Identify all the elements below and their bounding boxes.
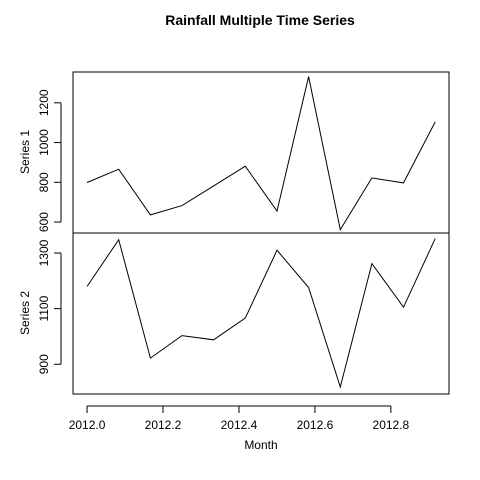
panel-series-1: Series 1 600 800 1000 1200	[18, 71, 450, 234]
x-axis: 2012.0 2012.2 2012.4 2012.6 2012.8	[69, 405, 410, 432]
series-1-y-tick-label: 800	[37, 172, 51, 192]
panel-series-1-frame	[72, 71, 450, 234]
x-tick-label: 2012.6	[297, 418, 334, 432]
x-tick-label: 2012.8	[373, 418, 410, 432]
x-tick-label: 2012.0	[69, 418, 106, 432]
series-1-y-tick-label: 1000	[37, 129, 51, 156]
series-2-y-tick-label: 900	[37, 354, 51, 374]
series-1-y-tick-label: 1200	[37, 89, 51, 116]
series-1-y-tick-label: 600	[37, 212, 51, 232]
series-2-y-axis: 900 1100 1300	[37, 239, 62, 374]
series-2-line	[86, 238, 436, 389]
series-2-y-tick-label: 1100	[37, 295, 51, 321]
series-1-line	[86, 76, 436, 231]
x-tick-label: 2012.4	[221, 418, 258, 432]
panel-series-2-frame	[72, 232, 450, 395]
chart-title: Rainfall Multiple Time Series	[165, 12, 355, 28]
series-2-y-tick-label: 1300	[37, 239, 51, 266]
panel-series-2: Series 2 900 1100 1300	[18, 232, 450, 395]
series-2-y-label: Series 2	[18, 291, 32, 335]
series-1-y-label: Series 1	[18, 130, 32, 174]
series-1-y-axis: 600 800 1000 1200	[37, 89, 62, 232]
x-axis-label: Month	[244, 438, 277, 452]
x-tick-label: 2012.2	[145, 418, 182, 432]
